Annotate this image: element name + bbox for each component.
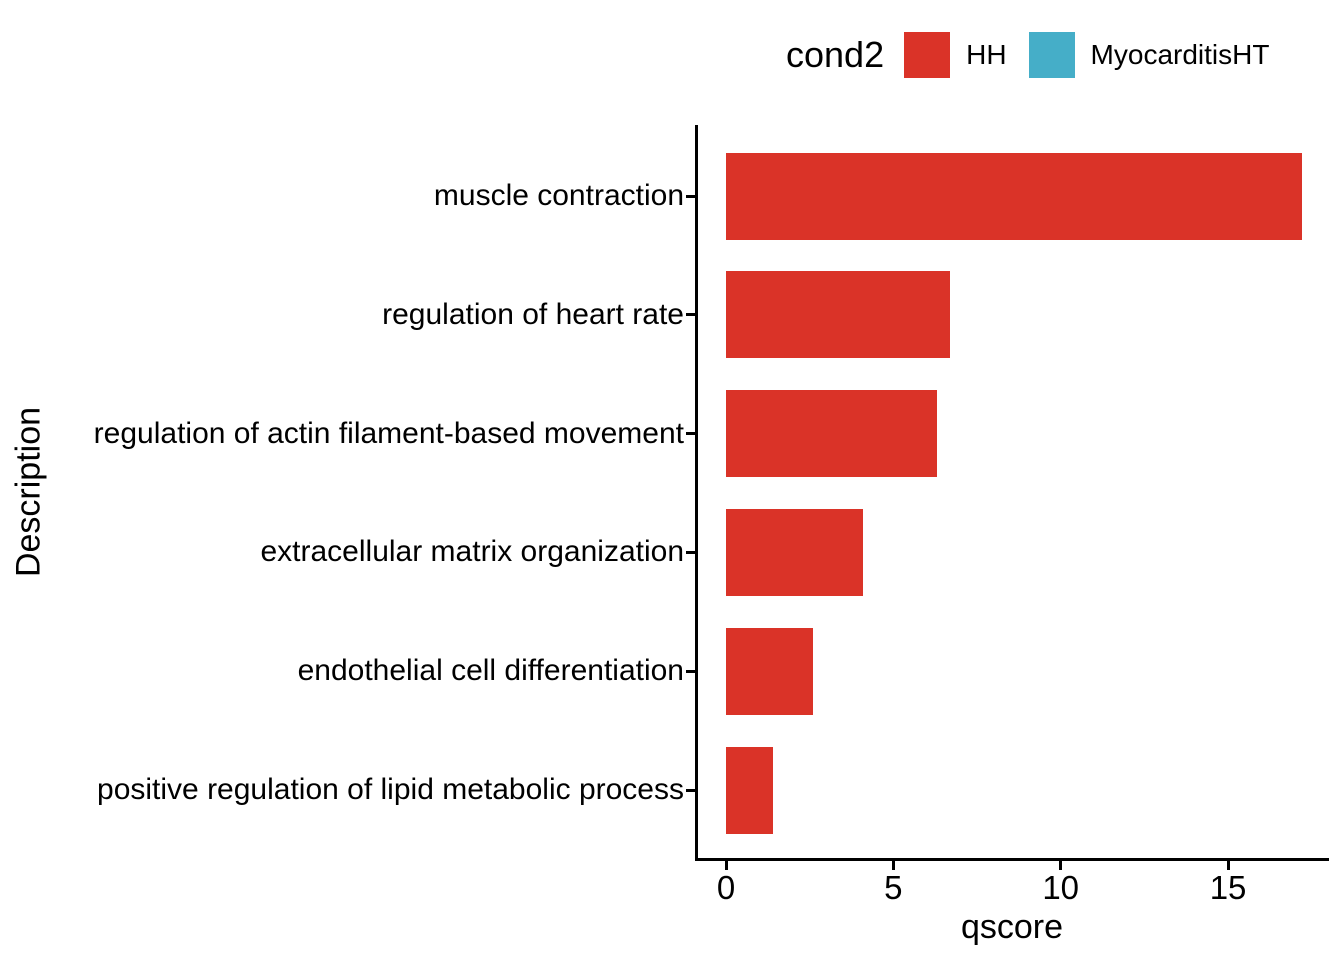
x-axis-title: qscore	[960, 908, 1064, 946]
y-tick-label-regulation-of-heart-rate: regulation of heart rate	[382, 297, 684, 331]
bar-regulation-of-heart-rate	[726, 271, 951, 359]
legend-key-myocarditisht-swatch	[1028, 32, 1075, 78]
x-tick-label-0: 0	[716, 869, 736, 906]
y-tick-label-extracellular-matrix-organization: extracellular matrix organization	[260, 535, 684, 569]
y-tick-label-endothelial-cell-differentiation: endothelial cell differentiation	[297, 654, 684, 688]
y-tick	[686, 550, 695, 554]
legend: cond2 HH MyocarditisHT	[786, 30, 1269, 80]
y-tick	[686, 313, 695, 317]
y-tick	[686, 669, 695, 673]
x-tick	[1059, 861, 1063, 870]
x-tick-label-10: 10	[1042, 869, 1080, 906]
y-axis-line	[695, 125, 698, 861]
x-tick-label-15: 15	[1209, 869, 1247, 906]
legend-label-myocarditisht: MyocarditisHT	[1090, 39, 1270, 70]
legend-key-hh-swatch	[904, 32, 951, 78]
y-axis-title: Description	[9, 406, 48, 578]
x-tick-label-5: 5	[884, 869, 903, 906]
bar-positive-regulation-of-lipid-metabolic-process	[726, 746, 773, 834]
y-tick	[686, 788, 695, 792]
bar-regulation-of-actin-filament-based-movement	[726, 390, 937, 478]
bar-extracellular-matrix-organization	[726, 508, 864, 596]
x-tick	[1226, 861, 1230, 870]
y-tick	[686, 432, 695, 436]
x-axis-line	[695, 858, 1329, 861]
x-tick	[724, 861, 728, 870]
y-tick-label-muscle-contraction: muscle contraction	[433, 179, 684, 212]
bar-endothelial-cell-differentiation	[726, 627, 814, 715]
legend-label-hh: HH	[966, 39, 1007, 70]
y-tick	[686, 194, 695, 198]
x-tick	[891, 861, 895, 870]
y-tick-label-regulation-of-actin-filament-based-movement: regulation of actin filament-based movem…	[93, 416, 684, 450]
y-tick-label-positive-regulation-of-lipid-metabolic-process: positive regulation of lipid metabolic p…	[97, 773, 684, 806]
bar-muscle-contraction	[726, 152, 1302, 240]
legend-title: cond2	[786, 34, 885, 75]
